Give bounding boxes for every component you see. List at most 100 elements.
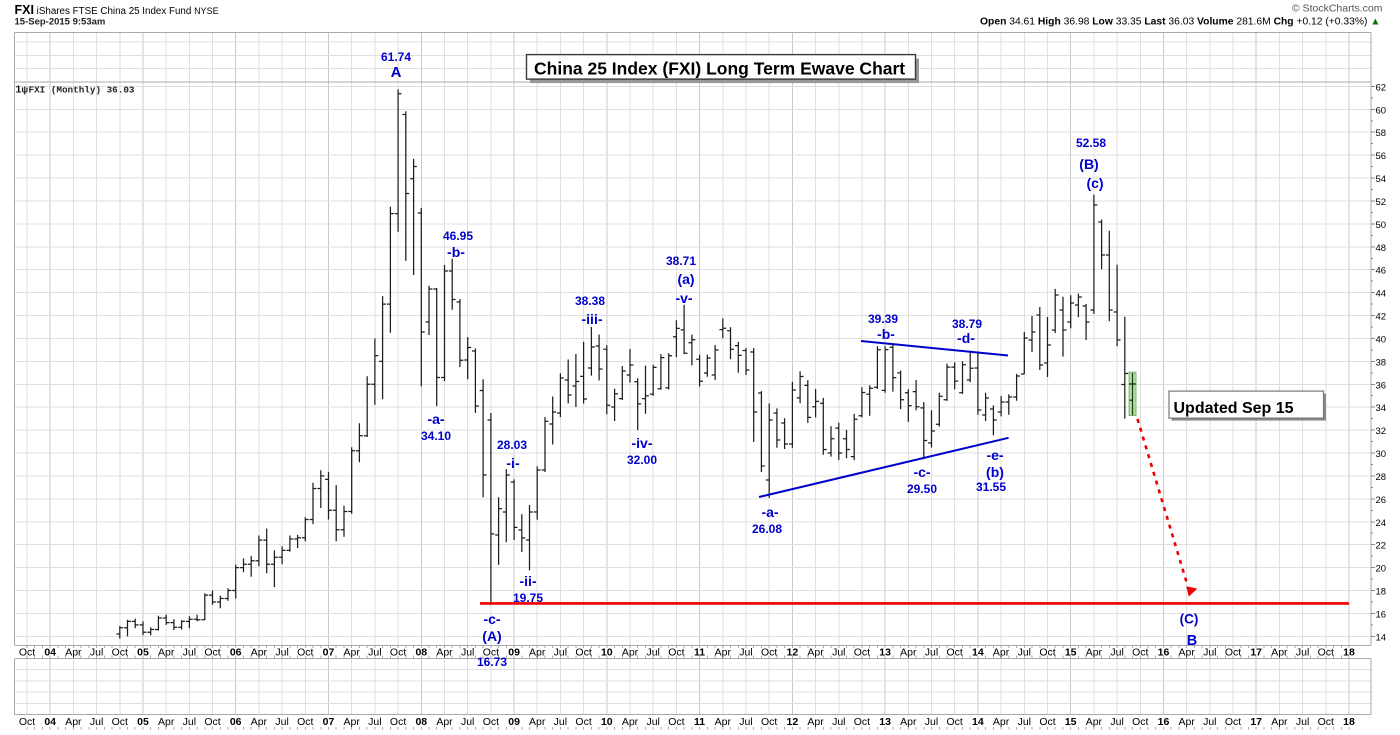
svg-text:40: 40	[1376, 335, 1387, 346]
svg-text:Apr: Apr	[529, 716, 546, 728]
svg-text:Apr: Apr	[158, 716, 175, 728]
svg-text:Jul: Jul	[554, 647, 567, 659]
svg-text:Apr: Apr	[251, 647, 268, 659]
svg-text:18: 18	[1376, 587, 1387, 598]
svg-text:Oct: Oct	[390, 647, 406, 659]
svg-text:1ψ: 1ψ	[16, 84, 29, 96]
svg-text:12: 12	[787, 716, 799, 728]
svg-text:24: 24	[1376, 518, 1387, 529]
svg-text:Oct: Oct	[297, 716, 313, 728]
svg-text:Oct: Oct	[947, 647, 963, 659]
svg-text:Jul: Jul	[275, 647, 288, 659]
svg-text:Apr: Apr	[1271, 716, 1288, 728]
svg-text:Oct: Oct	[483, 647, 499, 659]
svg-text:Jul: Jul	[461, 716, 474, 728]
svg-text:Apr: Apr	[993, 647, 1010, 659]
svg-text:30: 30	[1376, 449, 1387, 460]
svg-text:54: 54	[1376, 174, 1387, 185]
svg-text:(A): (A)	[482, 628, 501, 644]
svg-text:52: 52	[1376, 197, 1387, 208]
svg-text:48: 48	[1376, 243, 1387, 254]
svg-text:Oct: Oct	[1318, 716, 1334, 728]
svg-text:Apr: Apr	[344, 647, 361, 659]
svg-text:26.08: 26.08	[752, 522, 782, 536]
svg-text:Apr: Apr	[158, 647, 175, 659]
svg-text:Jul: Jul	[554, 716, 567, 728]
svg-text:16: 16	[1376, 609, 1387, 620]
svg-text:Jul: Jul	[925, 716, 938, 728]
svg-text:31.55: 31.55	[976, 480, 1006, 494]
svg-text:61.74: 61.74	[381, 50, 411, 64]
svg-text:26: 26	[1376, 495, 1387, 506]
svg-text:Oct: Oct	[204, 716, 220, 728]
svg-text:08: 08	[415, 647, 427, 659]
svg-text:Apr: Apr	[251, 716, 268, 728]
svg-text:Apr: Apr	[1179, 647, 1196, 659]
svg-text:60: 60	[1376, 105, 1387, 116]
svg-text:(b): (b)	[986, 464, 1004, 480]
svg-text:32: 32	[1376, 426, 1387, 437]
svg-text:Oct: Oct	[854, 716, 870, 728]
svg-text:Jul: Jul	[1110, 647, 1123, 659]
svg-text:Jul: Jul	[183, 716, 196, 728]
svg-text:Jul: Jul	[183, 647, 196, 659]
svg-text:14: 14	[1376, 632, 1387, 643]
svg-text:Apr: Apr	[807, 647, 824, 659]
svg-text:Apr: Apr	[436, 716, 453, 728]
svg-text:B: B	[1187, 633, 1197, 649]
svg-text:Oct: Oct	[1225, 716, 1241, 728]
svg-text:Oct: Oct	[575, 716, 591, 728]
svg-text:Jul: Jul	[275, 716, 288, 728]
svg-text:Apr: Apr	[1271, 647, 1288, 659]
svg-text:39.39: 39.39	[868, 312, 898, 326]
svg-text:-c-: -c-	[913, 464, 930, 480]
svg-text:-iv-: -iv-	[632, 435, 653, 451]
svg-text:12: 12	[787, 647, 799, 659]
svg-text:Jul: Jul	[646, 647, 659, 659]
svg-text:Jul: Jul	[1018, 716, 1031, 728]
svg-text:Updated Sep 15: Updated Sep 15	[1174, 400, 1294, 417]
svg-text:Apr: Apr	[65, 716, 82, 728]
svg-text:Jul: Jul	[1018, 647, 1031, 659]
svg-text:(B): (B)	[1079, 156, 1098, 172]
svg-text:46.95: 46.95	[443, 229, 473, 243]
svg-text:-i-: -i-	[506, 455, 520, 471]
svg-text:Oct: Oct	[761, 716, 777, 728]
svg-text:Oct: Oct	[112, 647, 128, 659]
svg-text:20: 20	[1376, 564, 1387, 575]
svg-text:-d-: -d-	[957, 330, 975, 346]
svg-text:14: 14	[972, 716, 984, 728]
svg-text:38: 38	[1376, 357, 1387, 368]
svg-text:Apr: Apr	[622, 716, 639, 728]
svg-text:05: 05	[137, 647, 149, 659]
svg-text:-b-: -b-	[447, 244, 465, 260]
svg-text:Oct: Oct	[19, 647, 35, 659]
svg-text:(C): (C)	[1180, 612, 1199, 627]
svg-text:Jul: Jul	[832, 716, 845, 728]
svg-text:Oct: Oct	[1039, 647, 1055, 659]
svg-text:-a-: -a-	[761, 504, 778, 520]
svg-text:18: 18	[1343, 716, 1355, 728]
svg-text:10: 10	[601, 647, 613, 659]
svg-text:16: 16	[1158, 647, 1170, 659]
svg-text:Jul: Jul	[1203, 716, 1216, 728]
svg-text:Apr: Apr	[715, 647, 732, 659]
svg-text:FXI (Monthly) 36.03: FXI (Monthly) 36.03	[29, 85, 135, 96]
svg-text:05: 05	[137, 716, 149, 728]
svg-text:Oct: Oct	[761, 647, 777, 659]
svg-text:Oct: Oct	[1132, 647, 1148, 659]
svg-text:Oct: Oct	[668, 647, 684, 659]
svg-text:38.71: 38.71	[666, 254, 696, 268]
svg-text:-c-: -c-	[483, 611, 500, 627]
svg-text:22: 22	[1376, 541, 1387, 552]
svg-text:Oct: Oct	[297, 647, 313, 659]
svg-text:11: 11	[694, 716, 705, 728]
svg-text:14: 14	[972, 647, 984, 659]
svg-text:Apr: Apr	[436, 647, 453, 659]
svg-text:42: 42	[1376, 312, 1387, 323]
svg-text:Jul: Jul	[1296, 716, 1309, 728]
svg-text:Oct: Oct	[483, 716, 499, 728]
svg-text:Oct: Oct	[1318, 647, 1334, 659]
svg-text:Oct: Oct	[1132, 716, 1148, 728]
svg-text:08: 08	[415, 716, 427, 728]
